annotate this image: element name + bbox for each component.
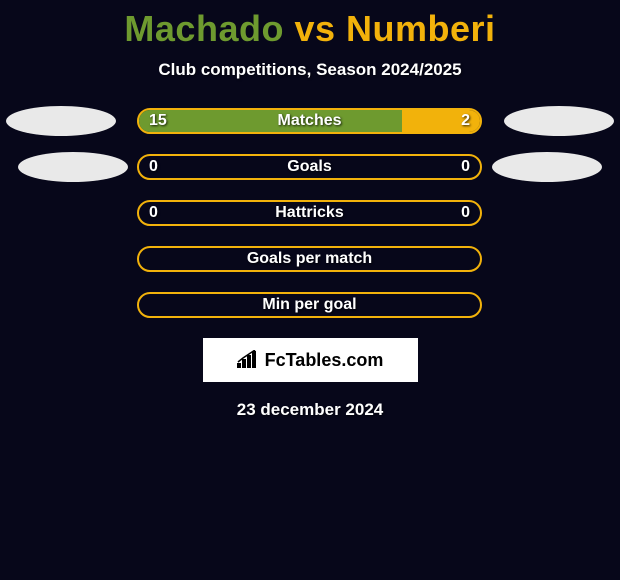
stat-bar: 152Matches	[137, 108, 482, 134]
stat-metric-label: Hattricks	[139, 202, 480, 224]
stat-metric-label: Matches	[139, 110, 480, 132]
brand: FcTables.com	[237, 350, 384, 371]
stat-row: Min per goal	[0, 292, 620, 318]
stat-bar: 00Goals	[137, 154, 482, 180]
stat-metric-label: Goals per match	[139, 248, 480, 270]
player-ellipse-right	[492, 152, 602, 182]
stat-row: Goals per match	[0, 246, 620, 272]
title-player-left: Machado	[124, 8, 284, 49]
stat-bar: 00Hattricks	[137, 200, 482, 226]
title-vs: vs	[294, 8, 335, 49]
stat-rows: 152Matches 00Goals 00Hattricks Goals per ma…	[0, 108, 620, 318]
date: 23 december 2024	[0, 400, 620, 420]
stat-row: 00Goals	[0, 154, 620, 180]
stat-metric-label: Min per goal	[139, 294, 480, 316]
stat-bar: Goals per match	[137, 246, 482, 272]
bars-icon	[237, 350, 261, 370]
stat-row: 00Hattricks	[0, 200, 620, 226]
brand-label: FcTables.com	[265, 350, 384, 371]
stat-bar: Min per goal	[137, 292, 482, 318]
player-ellipse-right	[504, 106, 614, 136]
stat-metric-label: Goals	[139, 156, 480, 178]
brand-box: FcTables.com	[203, 338, 418, 382]
title-player-right: Numberi	[346, 8, 496, 49]
player-ellipse-left	[18, 152, 128, 182]
player-ellipse-left	[6, 106, 116, 136]
subtitle: Club competitions, Season 2024/2025	[0, 60, 620, 80]
page-title: Machado vs Numberi	[0, 0, 620, 50]
stat-row: 152Matches	[0, 108, 620, 134]
